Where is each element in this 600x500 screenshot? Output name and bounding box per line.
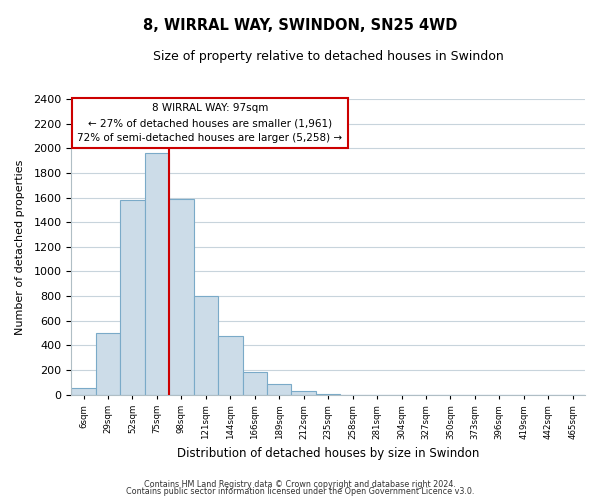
Title: Size of property relative to detached houses in Swindon: Size of property relative to detached ho… xyxy=(153,50,503,63)
Bar xyxy=(169,198,194,395)
Bar xyxy=(242,372,267,395)
Text: 8 WIRRAL WAY: 97sqm
← 27% of detached houses are smaller (1,961)
72% of semi-det: 8 WIRRAL WAY: 97sqm ← 27% of detached ho… xyxy=(77,104,343,143)
Y-axis label: Number of detached properties: Number of detached properties xyxy=(15,159,25,334)
Bar xyxy=(145,153,169,395)
Bar xyxy=(267,384,292,395)
Bar xyxy=(218,336,242,395)
X-axis label: Distribution of detached houses by size in Swindon: Distribution of detached houses by size … xyxy=(177,447,479,460)
Bar xyxy=(194,296,218,395)
Bar xyxy=(71,388,96,395)
Text: Contains public sector information licensed under the Open Government Licence v3: Contains public sector information licen… xyxy=(126,488,474,496)
Bar xyxy=(120,200,145,395)
Bar xyxy=(316,394,340,395)
Text: Contains HM Land Registry data © Crown copyright and database right 2024.: Contains HM Land Registry data © Crown c… xyxy=(144,480,456,489)
Text: 8, WIRRAL WAY, SWINDON, SN25 4WD: 8, WIRRAL WAY, SWINDON, SN25 4WD xyxy=(143,18,457,32)
Bar xyxy=(292,391,316,395)
Bar xyxy=(96,333,120,395)
